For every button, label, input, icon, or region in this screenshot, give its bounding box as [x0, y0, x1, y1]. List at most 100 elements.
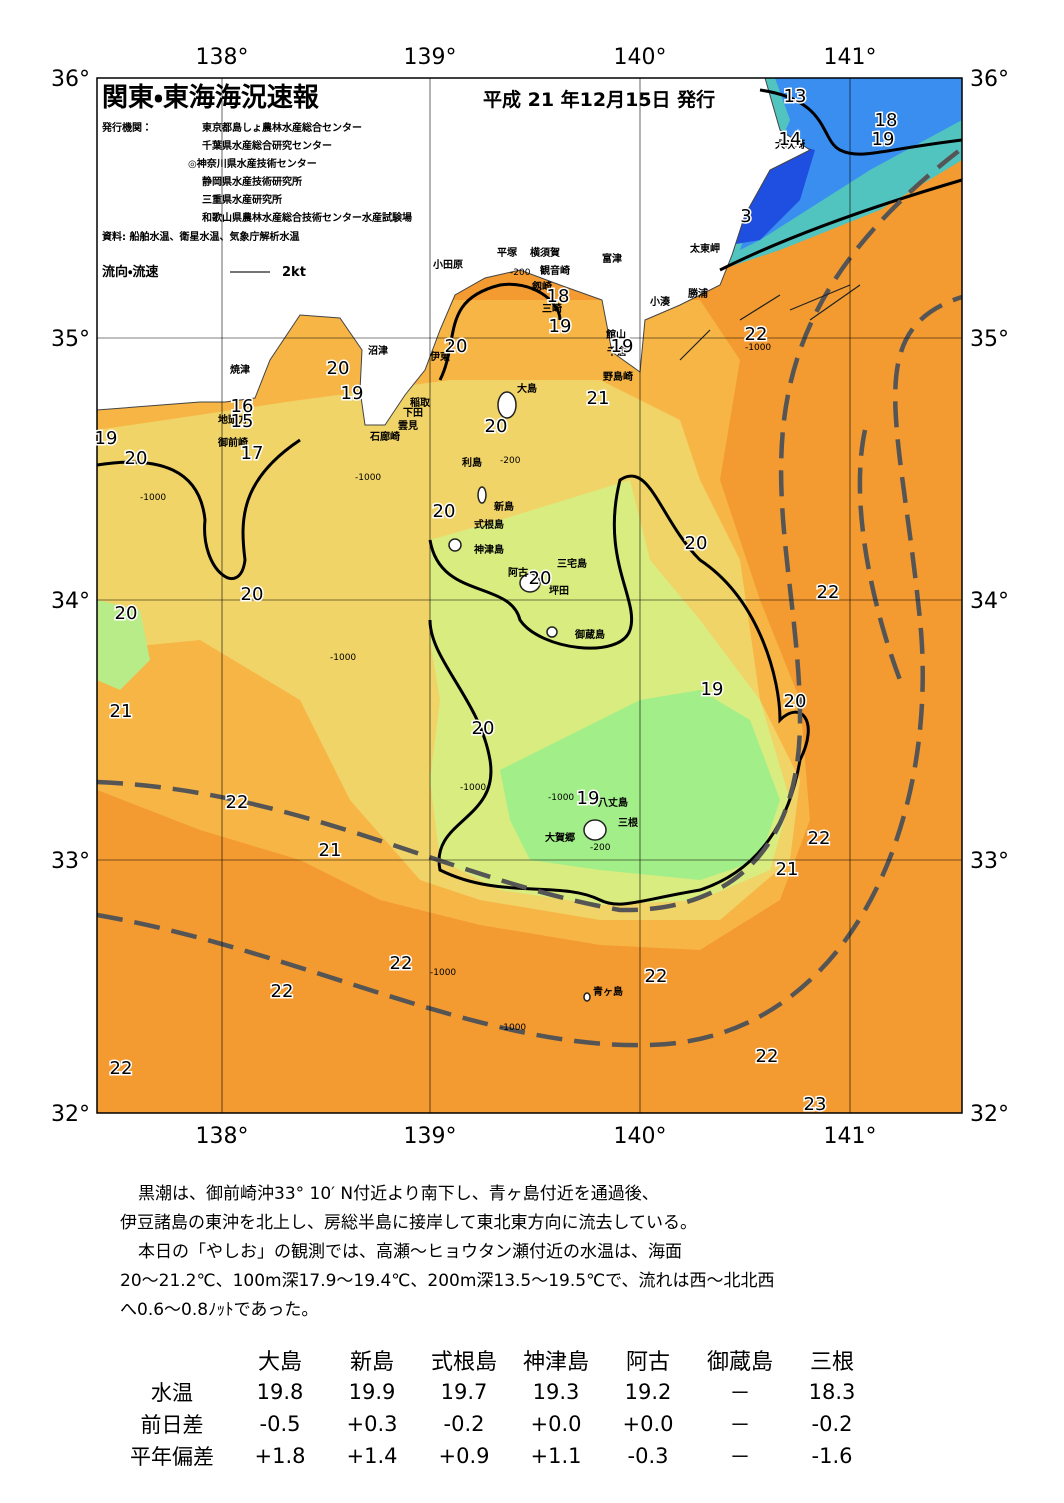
longitude-label: 138° — [196, 1124, 249, 1149]
depth-label: -1000 — [430, 968, 456, 978]
issue-date: 平成 21 年12月15日 発行 — [483, 88, 715, 111]
island — [519, 573, 541, 593]
isotherm-label: 22 — [226, 792, 249, 813]
summary-line: へ0.6～0.8ﾉｯﾄであった。 — [120, 1300, 319, 1320]
table-cell: +0.9 — [438, 1444, 490, 1468]
kuroshio-path — [857, 429, 903, 681]
issuer-label: 発行機関： — [101, 121, 152, 134]
place-name: 御蔵島 — [574, 628, 605, 641]
isotherm-label: 18 — [547, 286, 570, 307]
isotherm-label: 19 — [701, 679, 724, 700]
depth-label: -1000 — [140, 493, 166, 503]
table-cell: +1.8 — [254, 1444, 306, 1468]
isotherm-label: 16 — [231, 396, 254, 417]
table-header-row: 大島 新島 式根島 神津島 阿古 御蔵島 三根 — [110, 1344, 878, 1376]
summary-line: 本日の「やしお」の観測では、高瀬～ヒョウタン瀬付近の水温は、海面 — [138, 1242, 682, 1262]
water-cold — [740, 78, 962, 250]
isotherm-label: 21 — [319, 840, 342, 861]
longitude-label: 141° — [824, 1124, 877, 1149]
islands — [448, 391, 607, 1002]
table-cell: +0.0 — [622, 1412, 674, 1436]
table-cell: 19.3 — [532, 1380, 580, 1404]
column-header: 新島 — [349, 1350, 394, 1375]
map: 関東・東海海況速報 平成 21 年12月15日 発行 発行機関： 資料: 船舶水… — [51, 45, 1009, 1149]
longitude-label: 139° — [404, 1124, 457, 1149]
isotherm-label: 19 — [611, 336, 634, 357]
place-name: 八丈島 — [598, 796, 628, 809]
place-name: 小田原 — [432, 258, 463, 271]
isotherm-label: 19 — [549, 316, 572, 337]
row-header: 前日差 — [140, 1413, 204, 1437]
current-arrow — [809, 284, 861, 321]
depth-label: -200 — [510, 268, 531, 278]
isotherm-label: 20 — [433, 501, 456, 522]
place-name: 式根島 — [474, 518, 504, 531]
isotherm-label: 20 — [115, 603, 138, 624]
table-cell: +0.3 — [346, 1412, 398, 1436]
place-name: 新島 — [493, 500, 514, 513]
isotherm-label: 20 — [685, 533, 708, 554]
current-arrow — [739, 294, 781, 321]
table-cell: -1.6 — [811, 1444, 853, 1468]
row-header: 平年偏差 — [130, 1445, 214, 1469]
isotherm-label: 22 — [645, 966, 668, 987]
longitude-label: 141° — [824, 45, 877, 70]
isotherm-label: 19 — [577, 788, 600, 809]
longitude-label: 138° — [196, 45, 249, 70]
place-name: 勝浦 — [688, 287, 708, 300]
summary-line: 20～21.2℃、100m深17.9～19.4℃、200m深13.5～19.5℃… — [120, 1271, 775, 1291]
current-arrow — [789, 284, 851, 311]
place-name: 神津島 — [473, 543, 504, 556]
table-cell: -0.5 — [259, 1412, 301, 1436]
table-cell: － — [729, 1413, 751, 1437]
kuroshio-path — [96, 294, 963, 1048]
island — [448, 538, 462, 552]
place-name: 野島崎 — [603, 370, 633, 383]
place-name: 大島 — [517, 382, 537, 395]
column-header: 神津島 — [522, 1350, 589, 1375]
table-cell: － — [729, 1445, 751, 1469]
summary: 黒潮は、御前崎沖33° 10′ N付近より南下し、青ヶ島付近を通過後、 伊豆諸島の… — [120, 1180, 775, 1325]
issuer: 東京都島しょ農林水産総合センター — [202, 121, 362, 134]
place-name: 三根 — [618, 816, 639, 829]
issuer: ◎神奈川県水産技術センター — [188, 157, 317, 170]
isotherm-label: 13 — [784, 86, 807, 107]
isotherm-label: 21 — [776, 859, 799, 880]
isotherm-label: 22 — [271, 981, 294, 1002]
summary-line: 伊豆諸島の東沖を北上し、房総半島に接岸して東北東方向に流去している。 — [120, 1213, 697, 1233]
isotherm-label: 23 — [804, 1094, 827, 1115]
table-row: 前日差 -0.5 +0.3 -0.2 +0.0 +0.0 － -0.2 — [110, 1408, 878, 1440]
isotherm-label: 19 — [872, 129, 895, 150]
depth-label: -200 — [590, 843, 611, 853]
latitude-label: 35° — [970, 327, 1009, 352]
island — [497, 391, 517, 419]
table-cell: +1.4 — [346, 1444, 398, 1468]
depth-label: -1000 — [500, 1023, 526, 1033]
table-cell: 18.3 — [808, 1380, 856, 1404]
depth-label: -1000 — [330, 653, 356, 663]
latitude-label: 36° — [970, 67, 1009, 92]
latitude-label: 32° — [51, 1102, 90, 1127]
isotherm-label: 21 — [110, 701, 133, 722]
longitude-label: 140° — [614, 45, 667, 70]
depth-label: -200 — [500, 456, 521, 466]
latitude-label: 32° — [970, 1102, 1009, 1127]
table-cell: +1.1 — [530, 1444, 582, 1468]
table-corner — [110, 1344, 234, 1376]
isotherm-label: 15 — [231, 411, 254, 432]
latitude-label: 34° — [51, 589, 90, 614]
latitude-label: 35° — [51, 327, 90, 352]
current-arrow — [679, 329, 711, 361]
row-header: 水温 — [151, 1381, 193, 1405]
place-name: 剱崎 — [531, 280, 552, 293]
depth-label: -1000 — [460, 783, 486, 793]
column-header: 阿古 — [625, 1350, 670, 1375]
island — [583, 819, 607, 841]
place-name: 阿古 — [508, 566, 528, 579]
issuer: 静岡県水産技術研究所 — [202, 175, 302, 188]
legend-label: 流向・流速 — [102, 264, 158, 280]
island — [477, 486, 487, 504]
place-name: 伊東 — [429, 350, 450, 363]
